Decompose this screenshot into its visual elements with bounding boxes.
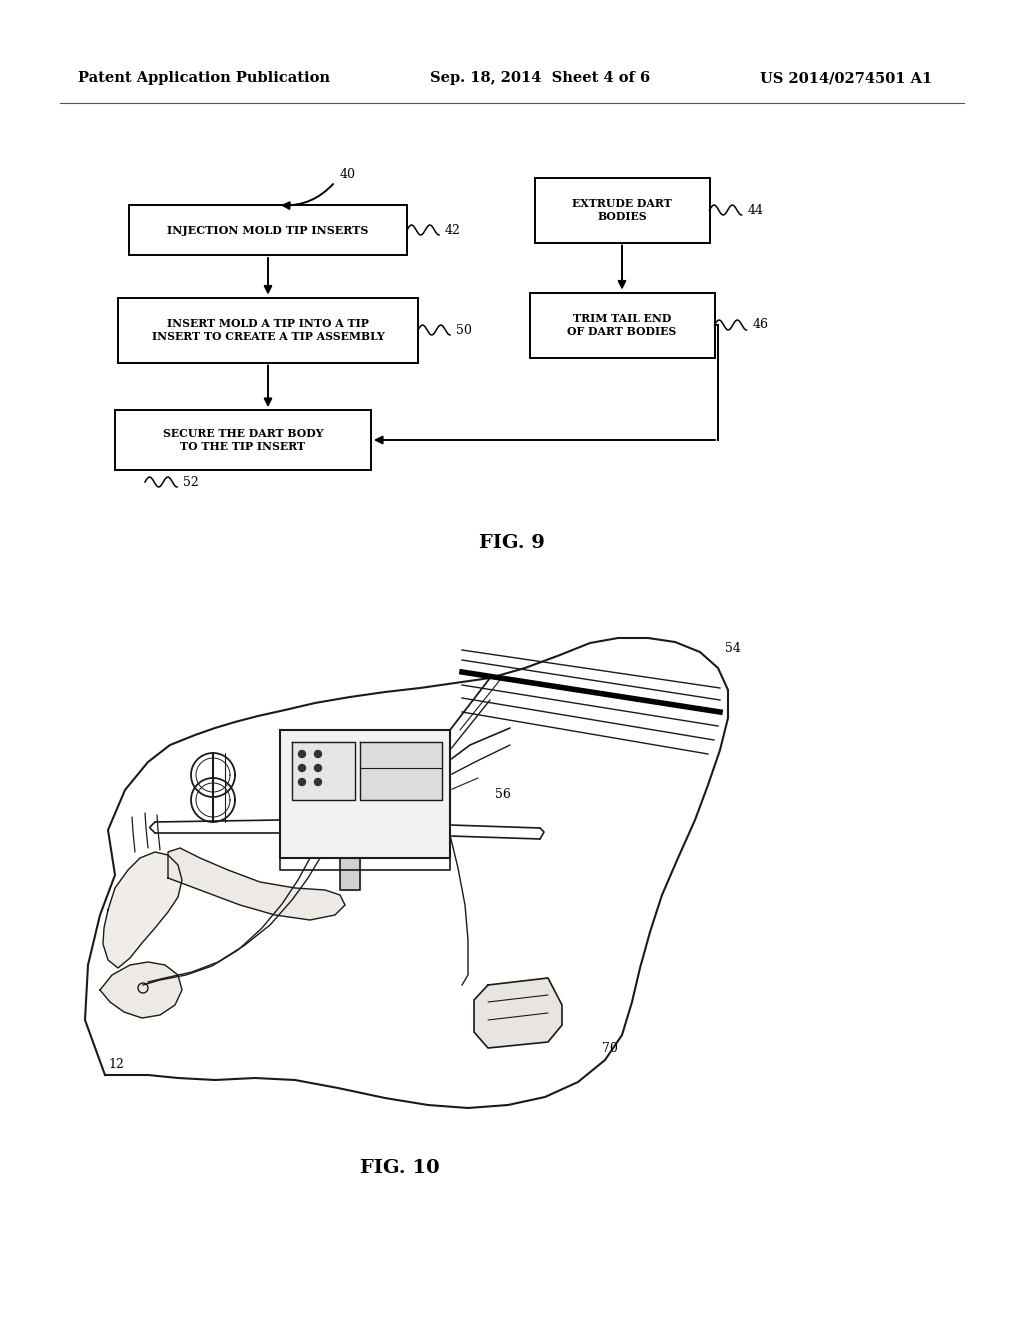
Text: 40: 40 bbox=[340, 168, 356, 181]
FancyBboxPatch shape bbox=[535, 177, 710, 243]
FancyBboxPatch shape bbox=[129, 205, 407, 255]
Text: 54: 54 bbox=[725, 642, 741, 655]
Polygon shape bbox=[280, 730, 450, 858]
Text: SECURE THE DART BODY
TO THE TIP INSERT: SECURE THE DART BODY TO THE TIP INSERT bbox=[163, 428, 324, 451]
Circle shape bbox=[299, 751, 305, 758]
Text: 52: 52 bbox=[183, 475, 199, 488]
Text: INJECTION MOLD TIP INSERTS: INJECTION MOLD TIP INSERTS bbox=[167, 224, 369, 235]
Polygon shape bbox=[340, 858, 360, 890]
Polygon shape bbox=[168, 847, 345, 920]
Polygon shape bbox=[85, 638, 728, 1107]
Text: Patent Application Publication: Patent Application Publication bbox=[78, 71, 330, 84]
Text: 70: 70 bbox=[602, 1041, 617, 1055]
Text: 44: 44 bbox=[748, 203, 764, 216]
Text: 42: 42 bbox=[445, 223, 461, 236]
Circle shape bbox=[314, 779, 322, 785]
Text: 12: 12 bbox=[108, 1059, 124, 1072]
Text: INSERT MOLD A TIP INTO A TIP
INSERT TO CREATE A TIP ASSEMBLY: INSERT MOLD A TIP INTO A TIP INSERT TO C… bbox=[152, 318, 384, 342]
Circle shape bbox=[299, 764, 305, 771]
Circle shape bbox=[314, 764, 322, 771]
Polygon shape bbox=[292, 742, 355, 800]
Polygon shape bbox=[103, 851, 182, 968]
Polygon shape bbox=[100, 962, 182, 1018]
FancyBboxPatch shape bbox=[118, 297, 418, 363]
Text: FIG. 10: FIG. 10 bbox=[360, 1159, 440, 1177]
Text: Sep. 18, 2014  Sheet 4 of 6: Sep. 18, 2014 Sheet 4 of 6 bbox=[430, 71, 650, 84]
Circle shape bbox=[314, 751, 322, 758]
Text: US 2014/0274501 A1: US 2014/0274501 A1 bbox=[760, 71, 932, 84]
Text: EXTRUDE DART
BODIES: EXTRUDE DART BODIES bbox=[572, 198, 672, 222]
Polygon shape bbox=[360, 742, 442, 800]
Text: 56: 56 bbox=[495, 788, 511, 801]
Text: 50: 50 bbox=[456, 323, 472, 337]
Polygon shape bbox=[474, 978, 562, 1048]
Text: 46: 46 bbox=[753, 318, 768, 331]
FancyBboxPatch shape bbox=[529, 293, 715, 358]
Circle shape bbox=[299, 779, 305, 785]
FancyBboxPatch shape bbox=[115, 411, 371, 470]
Text: FIG. 9: FIG. 9 bbox=[479, 535, 545, 552]
Text: TRIM TAIL END
OF DART BODIES: TRIM TAIL END OF DART BODIES bbox=[567, 313, 677, 337]
